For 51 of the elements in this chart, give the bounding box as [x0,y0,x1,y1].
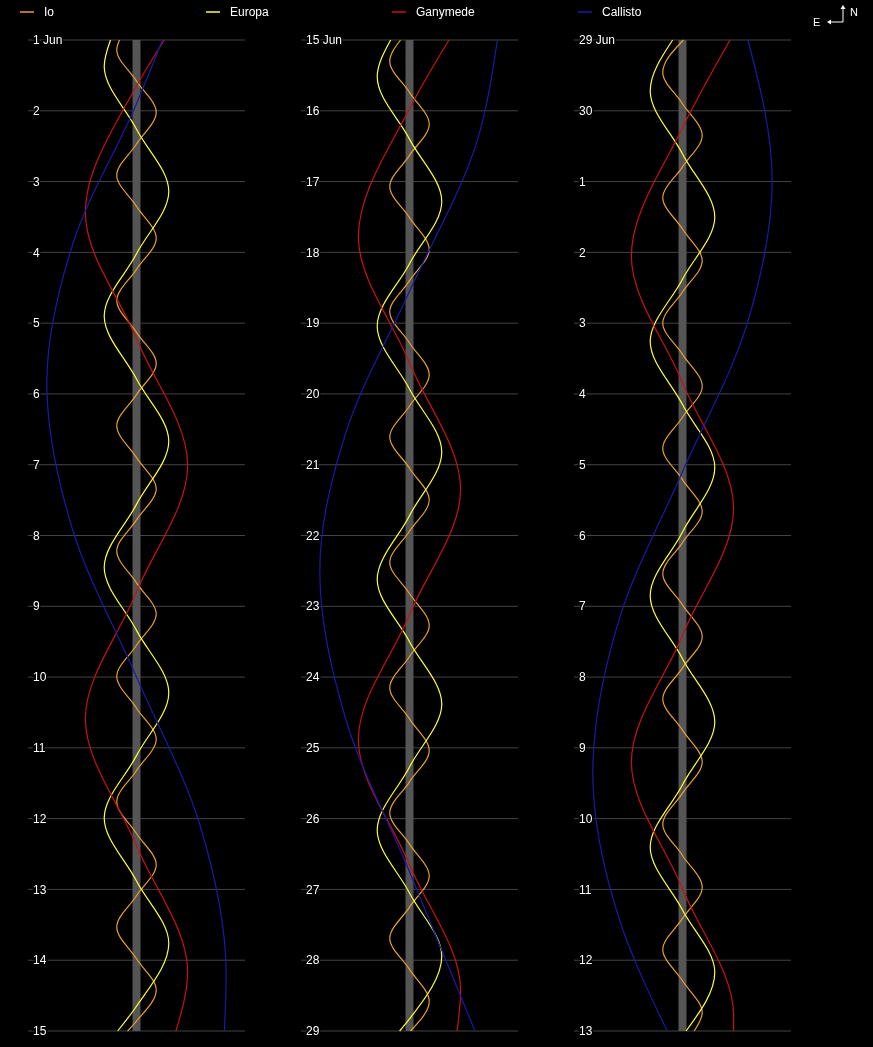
y-tick-label: 7 [33,457,40,472]
y-tick-label: 10 [33,670,47,685]
y-tick-label: 3 [33,174,40,189]
y-tick-label: 20 [306,387,320,402]
y-tick-label: 13 [579,1024,593,1039]
y-tick-label: 6 [33,387,40,402]
y-tick-label: 21 [306,457,320,472]
y-tick-label: 17 [306,174,320,189]
y-tick-label: 11 [33,741,46,756]
y-tick-label: 2 [33,103,40,118]
y-tick-label: 11 [579,882,592,897]
y-tick-label: 8 [33,528,40,543]
legend-label: Ganymede [416,5,476,20]
text: N [850,5,858,18]
y-tick-label: 13 [33,882,47,897]
text: E [813,15,821,28]
y-tick-label: 8 [579,670,586,685]
y-tick-label: 7 [579,599,586,614]
y-tick-label: 24 [306,670,320,685]
y-tick-label: 18 [306,245,320,260]
y-tick-label: 28 [306,953,320,968]
y-tick-label: 5 [579,457,586,472]
legend-label: Io [44,5,55,20]
y-tick-label: 5 [33,316,40,331]
legend-label: Europa [230,5,270,20]
y-tick-label: 15 [33,1024,47,1039]
y-tick-label: 29 Jun [579,33,616,48]
y-tick-label: 3 [579,316,586,331]
y-tick-label: 4 [579,387,586,402]
y-tick-label: 25 [306,741,320,756]
y-tick-label: 9 [579,741,586,756]
y-tick-label: 2 [579,245,586,260]
y-tick-label: 27 [306,882,320,897]
y-tick-label: 19 [306,316,320,331]
y-tick-label: 14 [33,953,47,968]
y-tick-label: 1 Jun [33,33,63,48]
y-tick-label: 6 [579,528,586,543]
y-tick-label: 26 [306,811,320,826]
y-tick-label: 29 [306,1024,320,1039]
y-tick-label: 9 [33,599,40,614]
y-tick-label: 4 [33,245,40,260]
y-tick-label: 1 [579,174,586,189]
y-tick-label: 30 [579,103,593,118]
y-tick-label: 10 [579,811,593,826]
y-tick-label: 12 [579,953,593,968]
y-tick-label: 22 [306,528,320,543]
legend-label: Callisto [602,5,642,20]
y-tick-label: 15 Jun [306,33,343,48]
y-tick-label: 16 [306,103,320,118]
y-tick-label: 23 [306,599,320,614]
y-tick-label: 12 [33,811,47,826]
